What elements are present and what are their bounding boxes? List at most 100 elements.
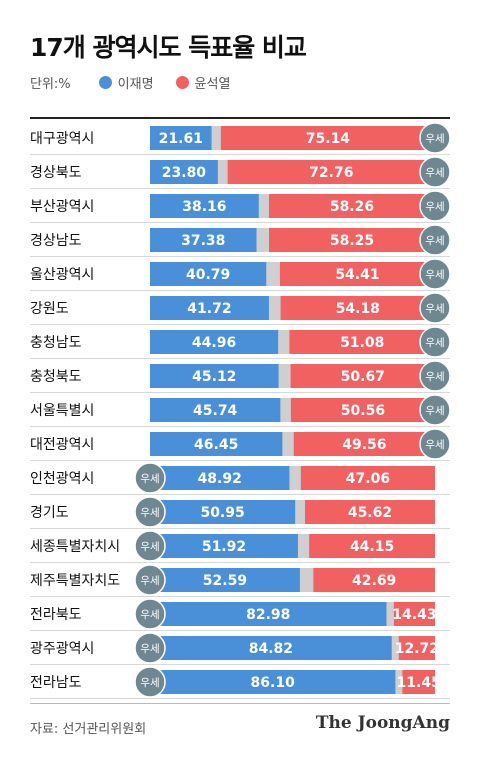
- bar-yoon: [393, 602, 435, 626]
- value-label-lee: 41.72: [187, 301, 231, 317]
- win-badge-label: 우세: [425, 371, 444, 383]
- win-badge: [419, 394, 451, 426]
- region-label: 강원도: [30, 301, 69, 317]
- bar-yoon: [268, 228, 435, 252]
- value-label-yoon: 58.26: [330, 199, 374, 215]
- legend-swatch-yoon: [175, 75, 189, 89]
- bar-lee: [150, 160, 218, 184]
- value-label-lee: 45.74: [193, 403, 238, 419]
- win-badge-label: 우세: [140, 473, 159, 485]
- bar-yoon: [398, 636, 435, 660]
- value-label-yoon: 42.69: [352, 573, 396, 589]
- win-badge: [419, 156, 451, 188]
- region-label: 광주광역시: [30, 641, 94, 657]
- bar-lee: [150, 466, 290, 490]
- win-badge-label: 우세: [425, 201, 444, 213]
- win-badge-label: 우세: [140, 677, 159, 689]
- value-label-lee: 38.16: [182, 199, 226, 215]
- region-label: 전라북도: [30, 607, 82, 623]
- bar-yoon: [300, 466, 435, 490]
- bar-lee: [150, 432, 283, 456]
- bar-yoon: [313, 568, 435, 592]
- win-badge-label: 우세: [425, 167, 444, 179]
- region-label: 인천광역시: [30, 471, 94, 487]
- value-label-lee: 52.59: [203, 573, 247, 589]
- region-label: 세종특별자치시: [30, 539, 120, 555]
- win-badge: [134, 530, 166, 562]
- win-badge: [134, 462, 166, 494]
- value-label-lee: 46.45: [194, 437, 238, 453]
- value-label-lee: 45.12: [192, 369, 236, 385]
- value-label-yoon: 54.41: [335, 267, 379, 283]
- value-label-lee: 84.82: [249, 641, 293, 657]
- bar-lee: [150, 534, 298, 558]
- top-divider: [30, 117, 450, 119]
- region-label: 경상남도: [30, 233, 82, 249]
- value-label-lee: 50.95: [200, 505, 244, 521]
- bar-lee: [150, 262, 267, 286]
- win-badge: [419, 326, 451, 358]
- win-badge: [419, 258, 451, 290]
- value-label-yoon: 50.56: [341, 403, 385, 419]
- bar-lee: [150, 296, 269, 320]
- bar-lee: [150, 364, 279, 388]
- win-badge-label: 우세: [425, 439, 444, 451]
- value-label-yoon: 72.76: [309, 165, 353, 181]
- bar-yoon: [268, 194, 435, 218]
- win-badge-label: 우세: [140, 643, 159, 655]
- region-label: 울산광역시: [30, 267, 94, 283]
- bar-yoon: [290, 364, 435, 388]
- region-label: 경기도: [30, 505, 69, 521]
- value-label-lee: 40.79: [186, 267, 230, 283]
- bar-lee: [150, 228, 257, 252]
- value-label-yoon: 14.43: [392, 607, 436, 623]
- region-label: 전라남도: [30, 675, 82, 691]
- value-label-lee: 48.92: [198, 471, 242, 487]
- unit-label: 단위:%: [30, 76, 71, 92]
- region-label: 충청북도: [30, 369, 82, 385]
- bar-yoon: [290, 398, 435, 422]
- value-label-lee: 51.92: [202, 539, 246, 555]
- win-badge: [134, 564, 166, 596]
- region-label: 부산광역시: [30, 199, 94, 215]
- source-note: 자료: 선거관리위원회: [30, 722, 147, 737]
- value-label-yoon: 45.62: [348, 505, 392, 521]
- win-badge-label: 우세: [140, 507, 159, 519]
- bar-yoon: [280, 296, 435, 320]
- brand-logo: The JoongAng: [315, 713, 450, 733]
- legend-swatch-lee: [98, 75, 112, 89]
- value-label-yoon: 75.14: [306, 131, 351, 147]
- win-badge-label: 우세: [140, 541, 159, 553]
- win-badge: [134, 666, 166, 698]
- bar-lee: [150, 636, 392, 660]
- bar-yoon: [289, 330, 435, 354]
- value-label-lee: 86.10: [251, 675, 296, 691]
- value-label-yoon: 12.72: [395, 641, 439, 657]
- footer-divider: [30, 703, 450, 704]
- value-label-lee: 23.80: [162, 165, 207, 181]
- win-badge: [419, 292, 451, 324]
- win-badge-label: 우세: [425, 235, 444, 247]
- bar-yoon: [304, 500, 435, 524]
- value-label-yoon: 49.56: [342, 437, 386, 453]
- win-badge-label: 우세: [425, 337, 444, 349]
- legend: 단위:% 이재명 윤석열: [30, 72, 252, 92]
- bar-lee: [150, 602, 387, 626]
- bar-lee: [150, 568, 300, 592]
- region-label: 서울특별시: [30, 403, 94, 419]
- bar-yoon: [309, 534, 435, 558]
- bar-yoon: [293, 432, 435, 456]
- win-badge: [419, 360, 451, 392]
- value-label-yoon: 51.08: [340, 335, 384, 351]
- bar-yoon: [227, 160, 435, 184]
- win-badge: [134, 632, 166, 664]
- region-label: 대전광역시: [30, 437, 94, 453]
- win-badge: [419, 224, 451, 256]
- value-label-lee: 37.38: [181, 233, 225, 249]
- win-badge-label: 우세: [140, 609, 159, 621]
- win-badge: [419, 428, 451, 460]
- value-label-yoon: 44.15: [350, 539, 394, 555]
- win-badge: [134, 598, 166, 630]
- bar-lee: [150, 398, 281, 422]
- region-label: 충청남도: [30, 335, 82, 351]
